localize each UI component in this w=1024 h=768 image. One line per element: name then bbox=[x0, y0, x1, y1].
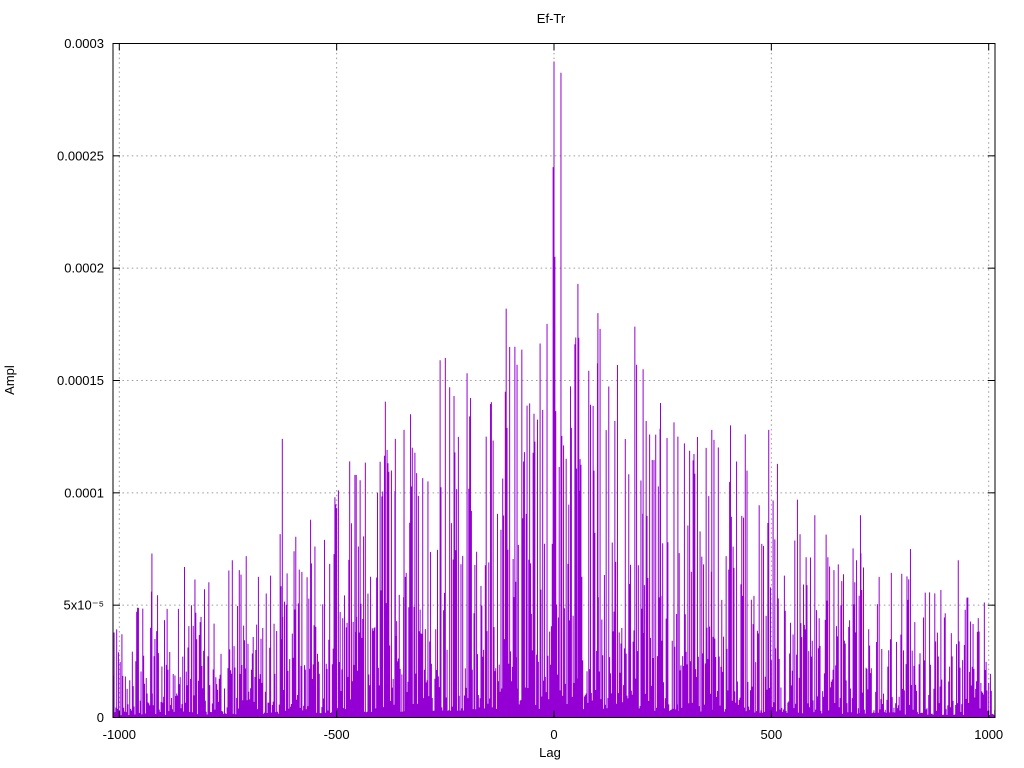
impulse-path bbox=[112, 61, 996, 718]
axes-and-ticks bbox=[112, 43, 996, 718]
y-tick-label: 0.00015 bbox=[57, 373, 104, 388]
x-tick-label: 1000 bbox=[974, 727, 1003, 742]
x-tick-label: -500 bbox=[324, 727, 350, 742]
x-axis-label: Lag bbox=[539, 745, 561, 760]
y-tick-label: 0.0003 bbox=[64, 36, 104, 51]
y-tick-label: 5x10⁻⁵ bbox=[64, 598, 104, 613]
y-tick-label: 0.00025 bbox=[57, 148, 104, 163]
y-tick-label: 0.0001 bbox=[64, 485, 104, 500]
impulse-series bbox=[112, 61, 996, 718]
y-tick-label: 0.0002 bbox=[64, 261, 104, 276]
tick-labels: -1000 -500 0 500 1000 0 5x10⁻⁵ 0.0001 0.00015 0.0… bbox=[57, 36, 1003, 742]
x-tick-label: 0 bbox=[550, 727, 557, 742]
x-tick-label: -1000 bbox=[103, 727, 136, 742]
x-tick-label: 500 bbox=[760, 727, 782, 742]
chart-title: Ef-Tr bbox=[537, 11, 566, 26]
y-tick-label: 0 bbox=[97, 710, 104, 725]
y-axis-label: Ampl bbox=[2, 365, 17, 395]
